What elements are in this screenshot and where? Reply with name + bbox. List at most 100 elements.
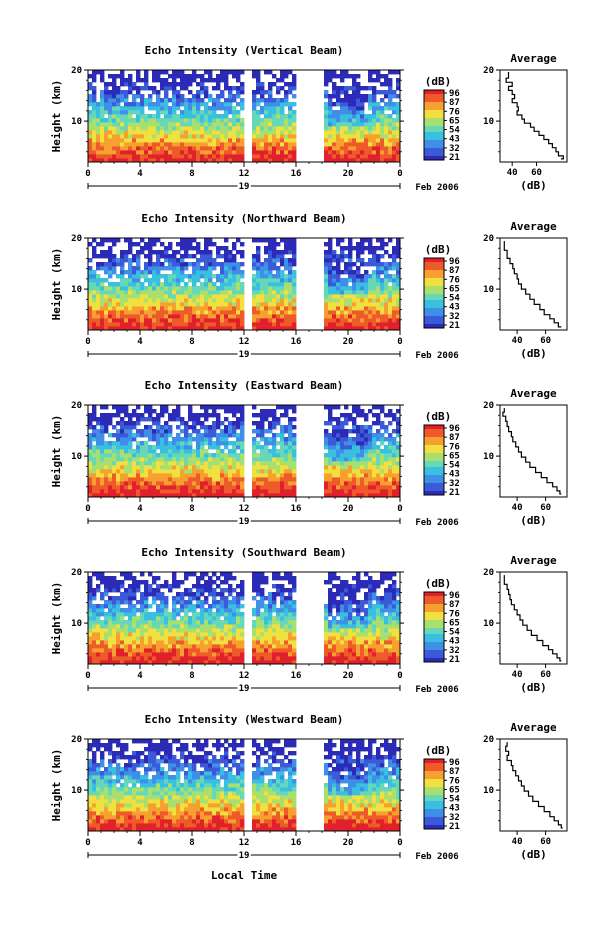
colorbar-step [424,132,444,135]
heatmap-cell [140,624,145,629]
heatmap-cell [332,286,337,291]
heatmap-cell [288,138,293,143]
heatmap-cell [172,417,177,422]
heatmap-cell [192,254,197,259]
heatmap-cell [100,134,105,139]
heatmap-cell [200,274,205,279]
heatmap-cell [172,652,177,657]
heatmap-cell [204,130,209,135]
heatmap-cell [216,118,221,123]
colorbar-step [424,481,444,484]
heatmap-cell [212,457,217,462]
heatmap-cell [204,110,209,115]
heatmap-cell [368,429,373,434]
heatmap-cell [272,134,277,139]
heatmap-cell [100,632,105,637]
heatmap-cell [168,266,173,271]
heatmap-cell [104,461,109,466]
heatmap-cell [176,441,181,446]
heatmap-cell [252,449,257,454]
heatmap-cell [388,421,393,426]
heatmap-cell [192,437,197,442]
heatmap-cell [96,640,101,645]
heatmap-cell [292,326,297,331]
heatmap-cell [200,282,205,287]
heatmap-cell [392,493,397,498]
heatmap-cell [100,489,105,494]
heatmap-cell [344,294,349,299]
heatmap-cell [364,134,369,139]
heatmap-cell [376,290,381,295]
colorbar-tick-label: 32 [449,312,460,322]
heatmap-cell [156,477,161,482]
heatmap-cell [272,489,277,494]
heatmap-cell [104,86,109,91]
heatmap-cell [348,238,353,243]
heatmap-cell [364,114,369,119]
heatmap-cell [236,310,241,315]
heatmap-cell [232,130,237,135]
heatmap-cell [208,318,213,323]
heatmap-cell [212,306,217,311]
heatmap-cell [384,274,389,279]
heatmap-cell [240,154,245,159]
colorbar-step [424,294,444,297]
heatmap-cell [200,102,205,107]
heatmap-cell [328,98,333,103]
heatmap-cell [192,278,197,283]
heatmap-cell [136,628,141,633]
heatmap-cell [92,254,97,259]
heatmap-cell [324,477,329,482]
heatmap-cell [104,445,109,450]
heatmap-cell [88,74,93,79]
heatmap-cell [252,254,257,259]
heatmap-cell [92,493,97,498]
heatmap-cell [92,286,97,291]
heatmap-cell [348,150,353,155]
heatmap-cell [192,70,197,75]
heatmap-cell [96,70,101,75]
heatmap-cell [116,604,121,609]
heatmap-cell [388,453,393,458]
heatmap-cell [232,114,237,119]
heatmap-cell [376,106,381,111]
heatmap-cell [196,493,201,498]
heatmap-cell [236,138,241,143]
heatmap-cell [252,453,257,458]
heatmap-cell [276,270,281,275]
heatmap-cell [184,576,189,581]
heatmap-cell [284,158,289,163]
heatmap-cell [96,465,101,470]
heatmap-cell [276,102,281,107]
heatmap-cell [204,254,209,259]
heatmap-cell [288,282,293,287]
heatmap-cell [96,158,101,163]
heatmap-cell [160,86,165,91]
heatmap-cell [352,290,357,295]
heatmap-cell [392,110,397,115]
heatmap-cell [152,477,157,482]
heatmap-cell [136,150,141,155]
heatmap-cell [100,612,105,617]
heatmap-cell [172,477,177,482]
heatmap-cell [168,493,173,498]
heatmap-cell [328,146,333,151]
heatmap-cell [168,246,173,251]
colorbar-step [424,310,444,313]
heatmap-cell [224,302,229,307]
heatmap-cell [128,106,133,111]
heatmap-cell [328,314,333,319]
heatmap-cell [116,584,121,589]
heatmap-cell [180,449,185,454]
heatmap-cell [164,652,169,657]
heatmap-cell [152,142,157,147]
heatmap-cell [180,150,185,155]
heatmap-cell [100,465,105,470]
heatmap-cell [228,314,233,319]
heatmap-cell [92,90,97,95]
heatmap-cell [96,445,101,450]
heatmap-cell [112,270,117,275]
heatmap-cell [184,477,189,482]
heatmap-cell [200,74,205,79]
heatmap-cell [344,102,349,107]
